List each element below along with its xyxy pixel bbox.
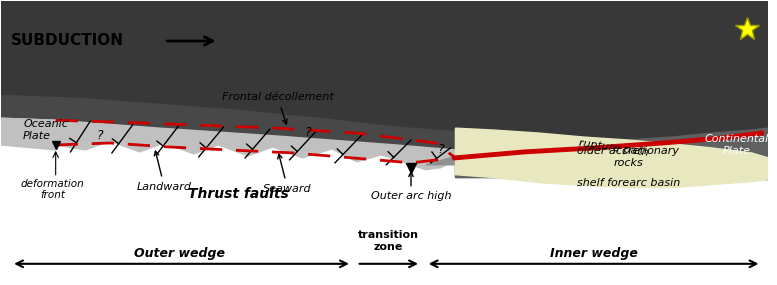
Text: ?: ? (437, 143, 444, 156)
Polygon shape (2, 118, 56, 150)
Text: Outer arc high: Outer arc high (371, 172, 451, 201)
Text: Thrust faults: Thrust faults (188, 188, 288, 201)
Text: Inner wedge: Inner wedge (549, 247, 637, 260)
Text: Continental
Plate: Continental Plate (705, 134, 768, 156)
Text: rupture path: rupture path (578, 138, 649, 158)
Polygon shape (426, 155, 768, 175)
Text: ?: ? (304, 126, 311, 139)
Text: Seaward: Seaward (263, 154, 312, 194)
Text: transition
zone: transition zone (357, 230, 419, 252)
Text: Frontal décollement: Frontal décollement (222, 92, 333, 124)
Polygon shape (455, 128, 768, 178)
Text: older accretionary
rocks: older accretionary rocks (577, 146, 679, 168)
Polygon shape (455, 128, 768, 188)
Polygon shape (2, 118, 56, 145)
Polygon shape (460, 133, 768, 175)
Text: shelf forearc basin: shelf forearc basin (577, 178, 680, 188)
Text: Outer wedge: Outer wedge (134, 247, 225, 260)
Text: SUBDUCTION: SUBDUCTION (11, 34, 124, 48)
Text: deformation
front: deformation front (21, 179, 85, 200)
Text: ?: ? (97, 129, 103, 142)
Polygon shape (56, 120, 768, 180)
Text: Landward: Landward (137, 151, 192, 192)
Polygon shape (2, 1, 768, 180)
Text: Oceanic
Plate: Oceanic Plate (23, 119, 68, 141)
Polygon shape (2, 95, 768, 180)
